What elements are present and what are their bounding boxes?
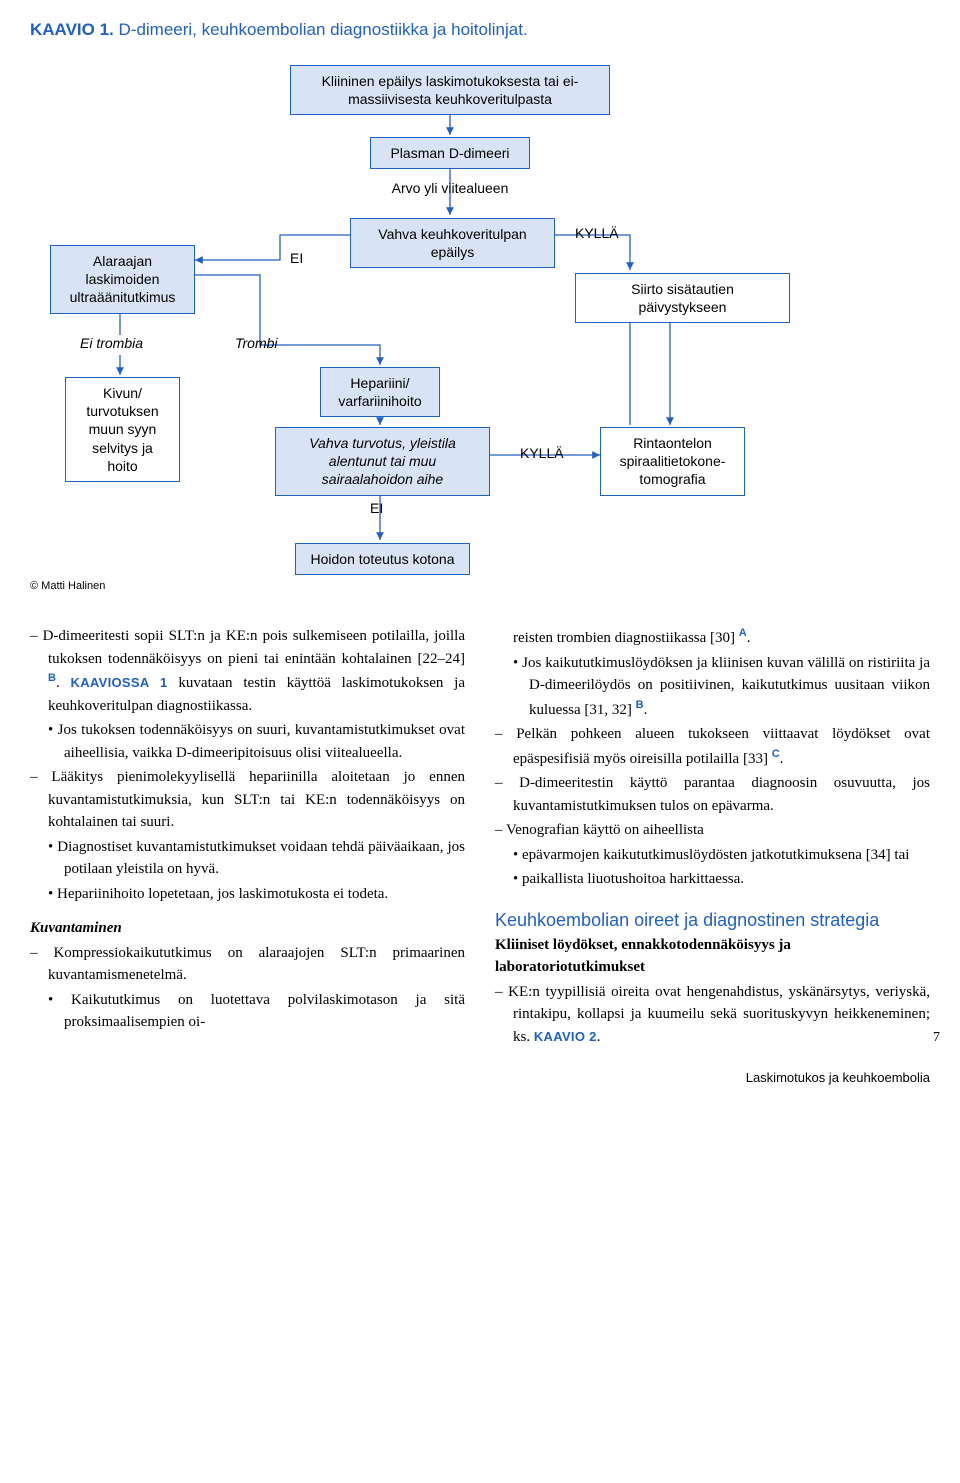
para: reisten trombien diagnostiikassa [30] A. xyxy=(495,625,930,650)
node-text: Kivun/ turvotuksen muun syyn selvitys ja… xyxy=(86,385,158,474)
section-heading: Keuhkoembolian oireet ja diagnostinen st… xyxy=(495,909,930,932)
body-columns: – D-dimeeritesti sopii SLT:n ja KE:n poi… xyxy=(30,625,930,1050)
node-clinical-suspicion: Kliininen epäilys laskimotukoksesta tai … xyxy=(290,65,610,115)
node-other-cause: Kivun/ turvotuksen muun syyn selvitys ja… xyxy=(65,377,180,482)
figure-title-text: D-dimeeri, keuhkoembolian diagnostiikka … xyxy=(119,20,528,39)
para: • Hepariinihoito lopetetaan, jos laskimo… xyxy=(30,883,465,906)
footer: Laskimotukos ja keuhkoembolia xyxy=(30,1070,930,1085)
node-referral: Siirto sisätautien päivystykseen xyxy=(575,273,790,323)
node-text: Siirto sisätautien päivystykseen xyxy=(631,281,734,315)
figure-label: KAAVIO 1. xyxy=(30,20,114,39)
subsection-heading: Kliiniset löydökset, ennakkotodennäköisy… xyxy=(495,934,930,979)
subheading: Kuvantaminen xyxy=(30,917,465,940)
label-kylla-2: KYLLÄ xyxy=(520,445,564,461)
para: • paikallista liuotushoitoa harkittaessa… xyxy=(495,868,930,891)
node-text: Vahva turvotus, yleistila alentunut tai … xyxy=(309,435,456,487)
node-heparin: Hepariini/ varfariinihoito xyxy=(320,367,440,417)
node-strong-suspicion: Vahva keuhkoveritulpan epäilys xyxy=(350,218,555,268)
node-severe-swelling: Vahva turvotus, yleistila alentunut tai … xyxy=(275,427,490,496)
node-home-treatment: Hoidon toteutus kotona xyxy=(295,543,470,575)
credit: © Matti Halinen xyxy=(30,580,105,592)
para: – D-dimeeritestin käyttö parantaa diagno… xyxy=(495,772,930,817)
para: – KE:n tyypillisiä oireita ovat hengenah… xyxy=(495,981,930,1049)
column-left: – D-dimeeritesti sopii SLT:n ja KE:n poi… xyxy=(30,625,465,1050)
node-text: Hoidon toteutus kotona xyxy=(311,551,455,567)
node-text: Vahva keuhkoveritulpan epäilys xyxy=(378,226,526,260)
node-text: Hepariini/ varfariinihoito xyxy=(338,375,421,409)
node-ct: Rintaontelon spiraalitietokone­tomografi… xyxy=(600,427,745,496)
figure-title: KAAVIO 1. D-dimeeri, keuhkoembolian diag… xyxy=(30,20,930,40)
para: – Lääkitys pienimolekyylisellä hepariini… xyxy=(30,766,465,834)
node-text: Rintaontelon spiraalitietokone­tomografi… xyxy=(620,435,726,487)
para: • epävarmojen kaikututkimuslöydösten jat… xyxy=(495,844,930,867)
label-thrombus: Trombi xyxy=(235,335,278,351)
label-no-thrombus: Ei trombia xyxy=(80,335,143,351)
para: • Jos tukoksen todennäköisyys on suuri, … xyxy=(30,719,465,764)
node-text: Plasman D-dimeeri xyxy=(390,145,509,161)
para: • Diagnostiset kuvantamistutkimukset voi… xyxy=(30,836,465,881)
node-plasma-ddimer: Plasman D-dimeeri xyxy=(370,137,530,169)
para: – Pelkän pohkeen alueen tukokseen viitta… xyxy=(495,723,930,770)
node-ultrasound: Alaraajan laskimoiden ultraäänitutkimus xyxy=(50,245,195,314)
label-kylla-1: KYLLÄ xyxy=(575,225,619,241)
node-text: Kliininen epäilys laskimotukoksesta tai … xyxy=(322,73,579,107)
para: – D-dimeeritesti sopii SLT:n ja KE:n poi… xyxy=(30,625,465,717)
label-above-ref: Arvo yli viitealueen xyxy=(370,180,530,196)
para: – Kompressiokaikututkimus on alaraajojen… xyxy=(30,942,465,987)
para: • Kaikututkimus on luotettava polvilaski… xyxy=(30,989,465,1034)
label-ei-1: EI xyxy=(290,250,303,266)
page-number: 7 xyxy=(933,1027,940,1048)
label-ei-2: EI xyxy=(370,500,383,516)
para: – Venografian käyttö on aiheellista xyxy=(495,819,930,842)
node-text: Alaraajan laskimoiden ultraäänitutkimus xyxy=(70,253,176,305)
flowchart: Kliininen epäilys laskimotukoksesta tai … xyxy=(30,65,930,595)
para: • Jos kaikututkimuslöydöksen ja kliinise… xyxy=(495,652,930,722)
column-right: reisten trombien diagnostiikassa [30] A.… xyxy=(495,625,930,1050)
